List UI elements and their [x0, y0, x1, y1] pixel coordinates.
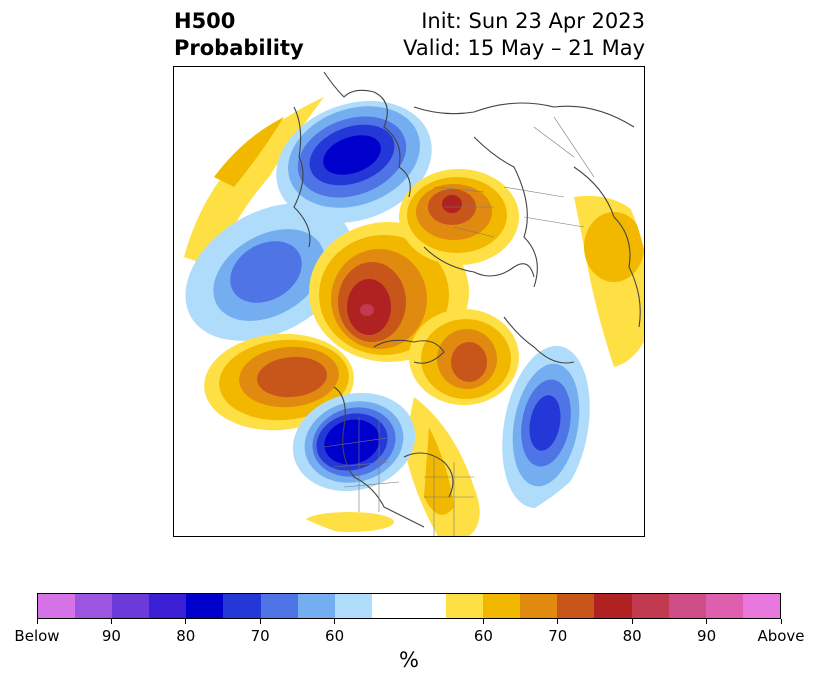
anomaly-above-eurasia — [399, 169, 519, 265]
colorbar-tick-label: 60 — [325, 627, 345, 645]
colorbar-tick-mark — [110, 619, 112, 624]
colorbar-tick-label: 90 — [101, 627, 121, 645]
colorbar-segment — [446, 594, 484, 618]
colorbar-tick-label: 80 — [622, 627, 642, 645]
colorbar-tick-label: 60 — [473, 627, 493, 645]
anomaly-below-atlantic — [502, 345, 590, 509]
colorbar-segment — [75, 594, 113, 618]
colorbar-segment — [705, 594, 743, 618]
colorbar-segment — [520, 594, 558, 618]
colorbar-segment — [408, 594, 447, 618]
borders — [323, 116, 595, 536]
colorbar-segment — [223, 594, 261, 618]
probability-map — [173, 66, 645, 537]
colorbar-segment — [483, 594, 521, 618]
colorbar-tick-label: 70 — [250, 627, 270, 645]
colorbar-tick-label: 80 — [176, 627, 196, 645]
coastlines — [293, 71, 641, 528]
colorbar-segment — [112, 594, 150, 618]
colorbar-tick-mark — [185, 619, 187, 624]
colorbar-segment — [297, 594, 335, 618]
anomaly-above-pacific — [204, 333, 354, 431]
colorbar-segment — [149, 594, 187, 618]
colorbar-tick-mark — [259, 619, 261, 624]
anomaly-above-nw-arc — [184, 97, 324, 267]
colorbar-tick-label: Below — [14, 627, 60, 645]
anomaly-above-south — [304, 512, 394, 532]
colorbar-segment — [557, 594, 595, 618]
colorbar-tick-label: 70 — [548, 627, 568, 645]
title-variable: H500 — [174, 9, 236, 33]
anomaly-above-atlantic — [404, 309, 519, 536]
map-title-right: Init: Sun 23 Apr 2023 Valid: 15 May – 21… — [403, 8, 645, 62]
init-date: Init: Sun 23 Apr 2023 — [421, 9, 645, 33]
colorbar-tick-mark — [36, 619, 38, 624]
colorbar-tick-mark — [557, 619, 559, 624]
colorbar-tick-mark — [334, 619, 336, 624]
colorbar-tick-mark — [780, 619, 782, 624]
colorbar-segment — [594, 594, 632, 618]
colorbar-tick-label: 90 — [697, 627, 717, 645]
probability-colorbar — [37, 593, 781, 619]
colorbar-segment — [334, 594, 372, 618]
colorbar-tick-mark — [482, 619, 484, 624]
title-field: Probability — [174, 36, 304, 60]
colorbar-segment — [631, 594, 669, 618]
colorbar-segment — [668, 594, 706, 618]
colorbar-tick-mark — [706, 619, 708, 624]
colorbar-segment — [38, 594, 76, 618]
colorbar-segment — [186, 594, 224, 618]
map-canvas — [184, 71, 644, 536]
anomaly-below-north-america — [292, 392, 416, 492]
anomaly-below-north — [276, 101, 432, 223]
colorbar-segment — [742, 594, 780, 618]
map-title-left: H500 Probability — [174, 8, 304, 62]
colorbar-tick-label: Above — [757, 627, 805, 645]
colorbar-segment — [371, 594, 409, 618]
colorbar-tick-mark — [631, 619, 633, 624]
valid-range: Valid: 15 May – 21 May — [403, 36, 645, 60]
anomaly-above-east — [574, 195, 644, 367]
colorbar-segment — [260, 594, 298, 618]
colorbar-unit-label: % — [399, 648, 419, 672]
